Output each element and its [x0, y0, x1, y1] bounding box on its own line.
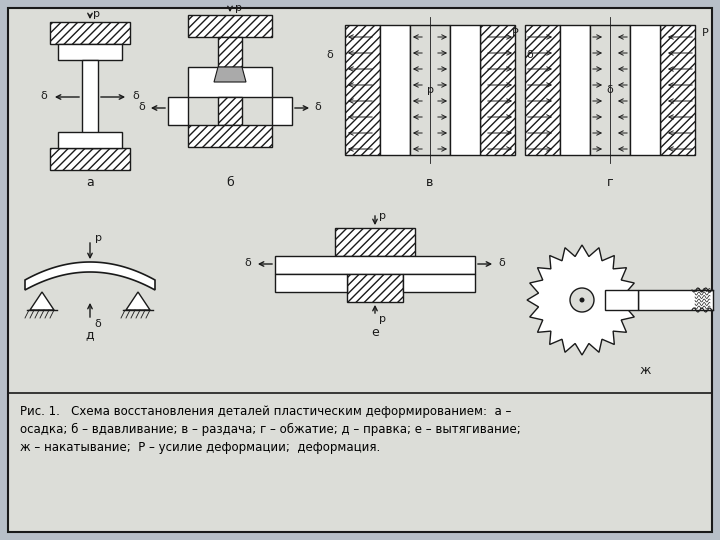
Text: δ: δ [607, 85, 613, 95]
Bar [630, 25, 660, 155]
Text: г: г [607, 177, 613, 190]
Text: δ: δ [499, 258, 505, 268]
Text: δ: δ [315, 102, 321, 112]
Text: в: в [426, 177, 433, 190]
Circle shape [570, 288, 594, 312]
Bar [50, 22, 130, 44]
Bar [188, 125, 272, 147]
Bar [660, 25, 695, 155]
Bar [188, 15, 272, 37]
Polygon shape [126, 292, 150, 310]
Polygon shape [527, 245, 637, 355]
Bar [58, 44, 122, 60]
Bar [335, 228, 415, 256]
Text: δ: δ [40, 91, 48, 101]
Text: р: р [94, 233, 102, 243]
Bar [168, 97, 188, 125]
Text: осадка; б – вдавливание; в – раздача; г – обжатие; д – правка; е – вытягивание;: осадка; б – вдавливание; в – раздача; г … [20, 423, 521, 436]
Bar [347, 274, 403, 302]
Bar [380, 25, 410, 155]
Bar [272, 97, 292, 125]
Bar [275, 256, 475, 274]
Text: р: р [379, 314, 387, 324]
Text: р: р [379, 211, 387, 221]
Polygon shape [214, 67, 246, 82]
Polygon shape [30, 292, 54, 310]
Bar [50, 148, 130, 170]
Text: δ: δ [94, 319, 102, 329]
Bar [525, 25, 560, 155]
Circle shape [580, 298, 585, 302]
Bar [58, 132, 122, 148]
Polygon shape [25, 262, 155, 290]
Text: ж – накатывание;  Р – усилие деформации;  деформация.: ж – накатывание; Р – усилие деформации; … [20, 441, 380, 454]
Text: δ: δ [526, 50, 534, 60]
Text: е: е [371, 327, 379, 340]
Bar [638, 290, 713, 310]
Text: р: р [235, 3, 241, 13]
Text: ж: ж [639, 363, 651, 376]
Bar [218, 37, 242, 67]
Text: а: а [86, 177, 94, 190]
Text: б: б [226, 177, 234, 190]
Text: р: р [94, 9, 101, 19]
Bar [590, 25, 630, 155]
Text: Р: Р [512, 28, 518, 38]
Bar [345, 25, 380, 155]
Bar [275, 274, 347, 292]
Bar [188, 67, 272, 97]
Text: р: р [426, 85, 433, 95]
Bar [218, 97, 242, 125]
Bar [450, 25, 480, 155]
Text: δ: δ [132, 91, 140, 101]
Bar [560, 25, 590, 155]
Bar [403, 274, 475, 292]
Text: δ: δ [245, 258, 251, 268]
Bar [605, 290, 638, 310]
Bar [480, 25, 515, 155]
Bar [82, 60, 98, 148]
Text: д: д [86, 328, 94, 341]
Text: δ: δ [327, 50, 333, 60]
Bar [410, 25, 450, 155]
Text: Р: Р [701, 28, 708, 38]
Text: δ: δ [139, 102, 145, 112]
Text: Рис. 1.   Схема восстановления деталей пластическим деформированием:  а –: Рис. 1. Схема восстановления деталей пла… [20, 405, 511, 418]
